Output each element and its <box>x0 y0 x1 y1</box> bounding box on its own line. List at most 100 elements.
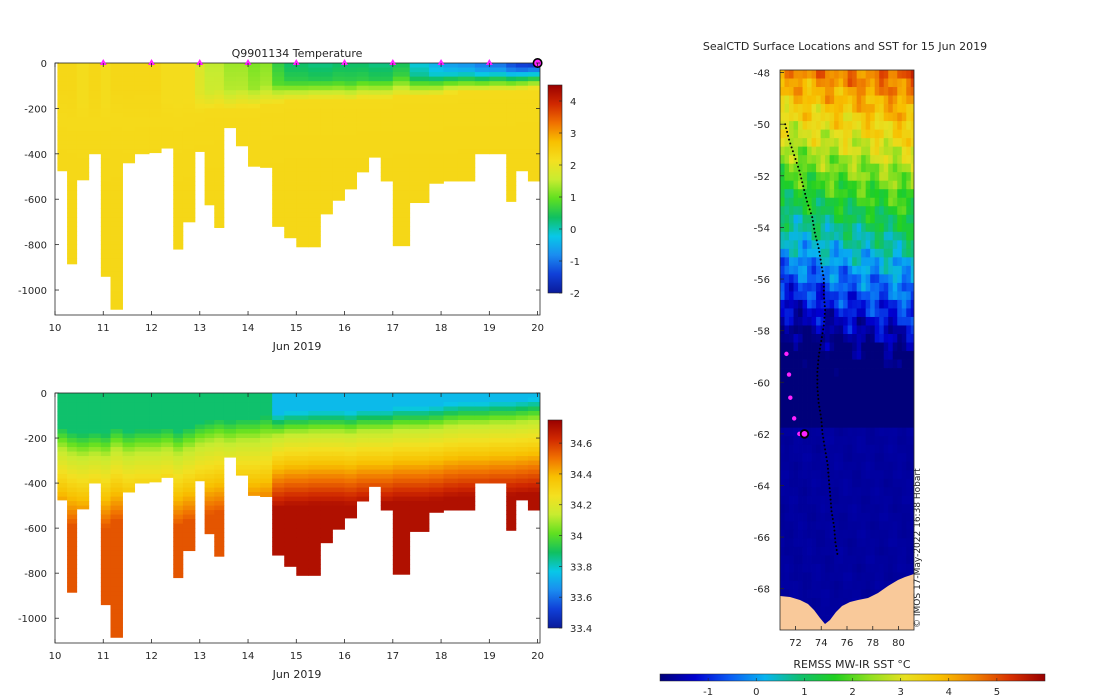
temperature-cell <box>392 221 411 227</box>
sst-cell <box>901 393 907 403</box>
sst-cell <box>847 129 853 139</box>
salinity-cell <box>223 406 237 412</box>
sst-cell <box>825 223 831 233</box>
temperature-cell <box>409 194 430 200</box>
temperature-cell <box>223 94 237 100</box>
sst-cell <box>847 180 853 190</box>
salinity-cell <box>392 564 411 570</box>
sst-cell <box>874 223 880 233</box>
track-point <box>820 421 823 424</box>
salinity-cell <box>457 478 476 484</box>
sst-cell <box>843 257 849 267</box>
sst-cell <box>874 299 880 309</box>
sst-cell <box>829 104 835 113</box>
sst-cell <box>883 240 889 250</box>
sst-cell <box>888 512 894 522</box>
track-point <box>836 552 839 555</box>
sst-cell <box>883 342 889 352</box>
sst-cell <box>811 572 817 582</box>
sst-cell <box>861 206 867 216</box>
sst-cell <box>780 419 785 429</box>
sst-cell <box>901 180 907 190</box>
profile-marker <box>292 59 300 65</box>
salinity-cell <box>308 492 321 498</box>
salinity-cell <box>122 487 136 493</box>
sst-cell <box>816 546 821 556</box>
salinity-cell <box>296 433 309 439</box>
sst-cell <box>843 316 849 326</box>
sst-cell <box>883 572 889 582</box>
sst-cell <box>793 563 799 573</box>
sst-cell <box>843 402 849 412</box>
salinity-cell <box>110 528 123 534</box>
salinity-cell <box>67 577 78 583</box>
temperature-cell <box>173 194 184 200</box>
salinity-cell <box>527 474 540 479</box>
temperature-cell <box>368 117 382 123</box>
salinity-cell <box>356 411 370 416</box>
temperature-cell <box>380 176 394 182</box>
sst-cell <box>834 495 840 505</box>
temperature-cell <box>429 171 444 177</box>
sst-cell <box>861 589 867 599</box>
sst-cell <box>820 461 826 471</box>
salinity-cell <box>368 402 382 407</box>
temperature-cell <box>57 158 68 164</box>
sst-cell <box>789 334 794 343</box>
temperature-cell <box>320 81 333 87</box>
track-point <box>816 374 819 377</box>
salinity-cell <box>248 420 261 425</box>
sst-cell <box>897 163 903 173</box>
sst-cell <box>825 282 831 292</box>
sst-cell <box>852 155 858 165</box>
salinity-cell <box>308 496 321 502</box>
salinity-cell <box>214 474 225 479</box>
temperature-cell <box>474 85 490 91</box>
salinity-cell <box>194 465 206 470</box>
temperature-cell <box>161 103 174 109</box>
salinity-cell <box>296 487 309 493</box>
sst-cell <box>852 180 858 190</box>
sst-cell <box>829 231 835 241</box>
sst-cell <box>838 563 844 573</box>
salinity-cell <box>248 487 261 493</box>
sst-cell <box>825 231 831 241</box>
temperature-cell <box>457 85 476 91</box>
sst-cell <box>789 436 794 446</box>
temperature-cell <box>260 126 273 132</box>
salinity-cell <box>296 478 309 484</box>
track-point <box>785 127 788 130</box>
sst-cell <box>789 104 794 113</box>
map-x-tick-label: 72 <box>789 638 802 649</box>
temperature-cell <box>392 244 411 247</box>
temperature-cell <box>110 103 123 109</box>
sst-cell <box>807 274 812 284</box>
y-tick-label: -400 <box>24 479 47 490</box>
sst-cell <box>847 589 853 599</box>
temperature-cell <box>182 208 196 214</box>
temperature-cell <box>134 81 150 87</box>
temperature-cell <box>67 112 78 118</box>
sst-cell <box>888 521 894 531</box>
temperature-cell <box>457 176 476 182</box>
temperature-cell <box>67 249 78 255</box>
salinity-cell <box>344 487 358 493</box>
temperature-cell <box>214 190 225 196</box>
salinity-cell <box>260 420 273 425</box>
sst-cell <box>883 155 889 165</box>
sst-cell <box>780 368 785 377</box>
sst-cell <box>901 172 907 182</box>
sst-cell <box>811 70 817 79</box>
temperature-cell <box>173 208 184 214</box>
salinity-cell <box>296 402 309 407</box>
sst-cell <box>798 180 803 190</box>
sst-cell <box>870 402 876 412</box>
salinity-cell <box>100 519 111 525</box>
track-point <box>821 270 824 273</box>
sst-cell <box>856 231 862 241</box>
salinity-cell <box>194 469 206 475</box>
sst-cell <box>901 308 907 318</box>
temperature-cell <box>272 90 285 96</box>
sst-cell <box>856 129 862 139</box>
salinity-cell <box>344 492 358 498</box>
